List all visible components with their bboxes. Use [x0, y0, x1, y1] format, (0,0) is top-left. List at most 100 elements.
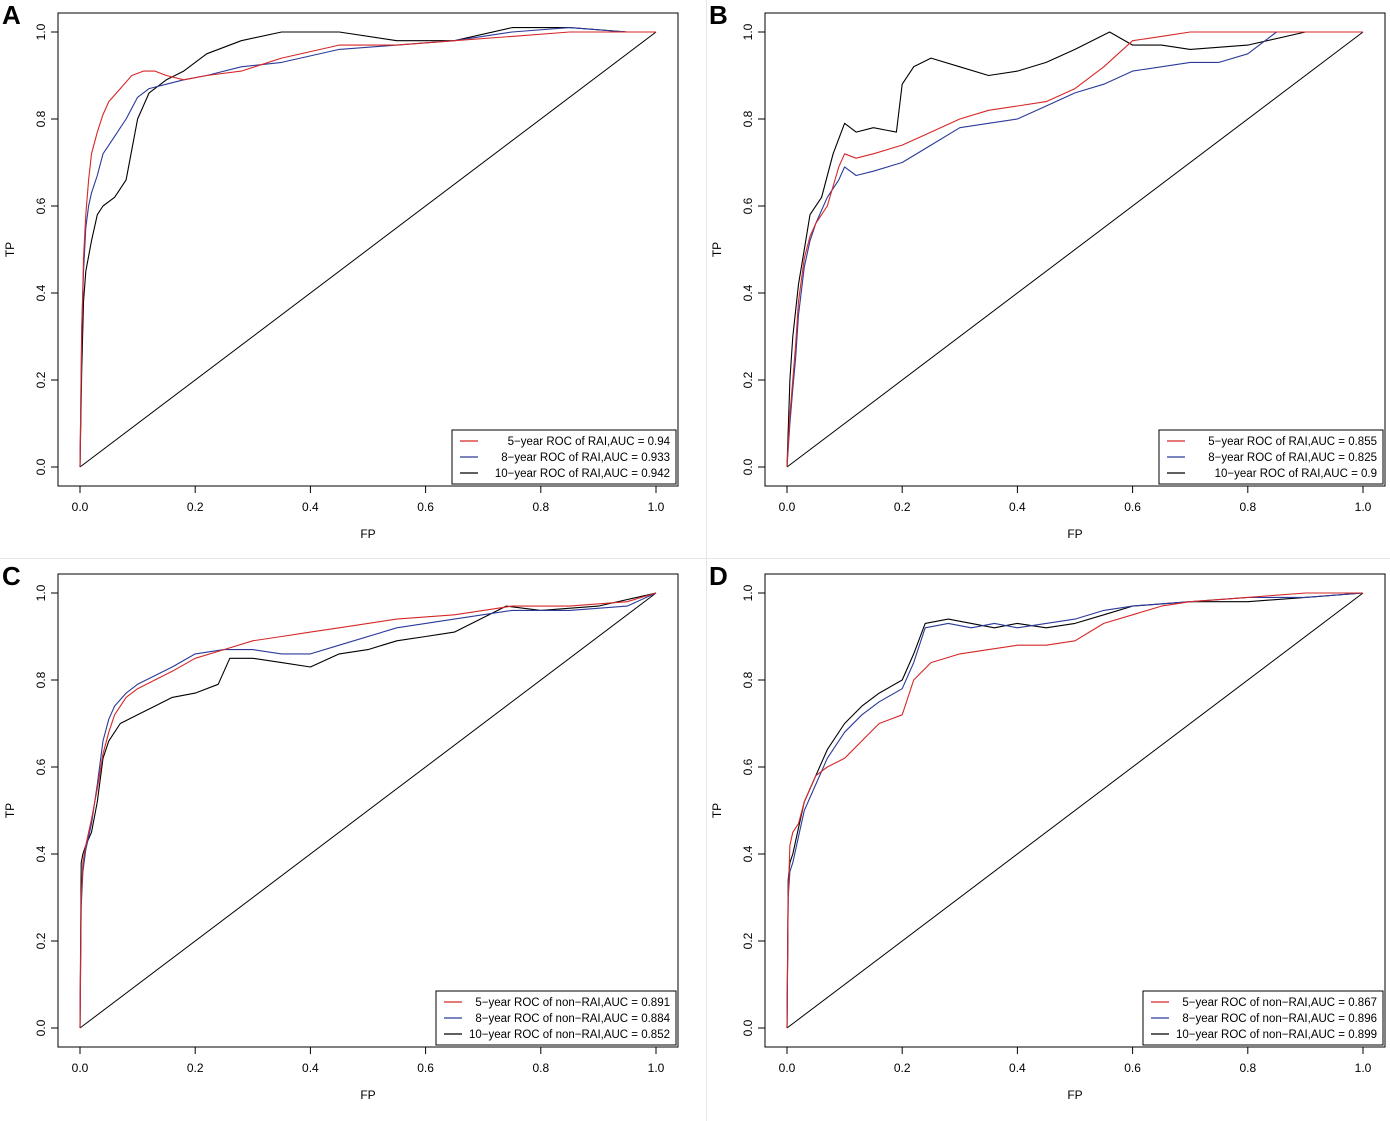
y-tick-label: 0.2: [741, 932, 755, 949]
horizontal-divider: [0, 558, 1390, 559]
y-tick-label: 0.4: [34, 284, 48, 301]
x-tick-label: 0.8: [532, 1061, 549, 1075]
y-axis-label: TP: [3, 242, 17, 257]
panel-letter-b: B: [709, 0, 728, 30]
x-tick-label: 0.0: [72, 500, 89, 514]
x-tick-label: 0.2: [187, 1061, 204, 1075]
panel-a: 0.0 0.2 0.4 0.6 0.8 1.0 0.0 0.2 0.4 0.6 0.8 1.0 FP TP…: [0, 0, 695, 560]
legend-label-10yr: 10−year ROC of non−RAI,AUC = 0.852: [469, 1029, 670, 1041]
x-tick-label: 0.6: [1124, 500, 1141, 514]
diagonal-reference-line: [79, 592, 657, 1029]
y-tick-label: 0.6: [34, 197, 48, 214]
x-tick-label: 0.4: [302, 1061, 319, 1075]
y-tick-label: 0.4: [741, 284, 755, 301]
diagonal-reference-line: [786, 31, 1364, 468]
y-tick-label: 1.0: [741, 584, 755, 601]
legend-label-8yr: 8−year ROC of non−RAI,AUC = 0.896: [1182, 1013, 1377, 1025]
x-tick-label: 0.4: [302, 500, 319, 514]
x-tick-label: 0.6: [417, 1061, 434, 1075]
legend-label-5yr: 5−year ROC of RAI,AUC = 0.855: [1208, 436, 1377, 448]
roc-line-8yr: [786, 592, 1364, 1029]
roc-line-5yr: [79, 31, 656, 468]
x-tick-label: 0.8: [532, 500, 549, 514]
legend-label-8yr: 8−year ROC of RAI,AUC = 0.933: [501, 452, 670, 464]
y-tick-label: 1.0: [34, 23, 48, 40]
x-tick-label: 0.4: [1009, 1061, 1026, 1075]
x-tick-label: 0.4: [1009, 500, 1026, 514]
legend-box: [451, 429, 677, 485]
panel-c: 0.0 0.2 0.4 0.6 0.8 1.0 0.0 0.2 0.4 0.6 0.8 1.0 FP TP…: [0, 561, 695, 1121]
roc-line-8yr: [79, 592, 657, 1029]
x-tick-label: 0.0: [779, 1061, 796, 1075]
y-axis-label: TP: [3, 803, 17, 818]
panel-letter-d: D: [709, 561, 728, 591]
plot-frame: [764, 12, 1386, 487]
roc-chart-c: 0.0 0.2 0.4 0.6 0.8 1.0 0.0 0.2 0.4 0.6 0.8 1.0 FP TP…: [3, 573, 679, 1102]
vertical-divider: [706, 0, 707, 1121]
roc-line-5yr: [786, 31, 1363, 468]
y-tick-label: 0.4: [34, 845, 48, 862]
roc-chart-d: 0.0 0.2 0.4 0.6 0.8 1.0 0.0 0.2 0.4 0.6 0.8 1.0 FP TP…: [710, 573, 1386, 1102]
y-tick-label: 0.8: [34, 671, 48, 688]
legend-label-8yr: 8−year ROC of RAI,AUC = 0.825: [1208, 452, 1377, 464]
legend-label-10yr: 10−year ROC of non−RAI,AUC = 0.899: [1176, 1029, 1377, 1041]
plot-frame: [57, 573, 679, 1048]
y-tick-label: 0.6: [34, 758, 48, 775]
x-tick-label: 0.8: [1239, 500, 1256, 514]
x-tick-label: 0.0: [779, 500, 796, 514]
legend-label-10yr: 10−year ROC of RAI,AUC = 0.942: [495, 468, 670, 480]
legend-box: [1158, 429, 1384, 485]
roc-chart-a: 0.0 0.2 0.4 0.6 0.8 1.0 0.0 0.2 0.4 0.6 0.8 1.0 FP TP…: [3, 12, 679, 541]
roc-line-5yr: [786, 592, 1363, 1029]
y-tick-label: 0.0: [741, 458, 755, 475]
y-tick-label: 0.6: [741, 758, 755, 775]
y-tick-label: 0.6: [741, 197, 755, 214]
panel-b: 0.0 0.2 0.4 0.6 0.8 1.0 0.0 0.2 0.4 0.6 0.8 1.0 FP TP…: [707, 0, 1390, 560]
legend-label-5yr: 5−year ROC of non−RAI,AUC = 0.867: [1182, 997, 1377, 1009]
x-tick-label: 0.2: [187, 500, 204, 514]
y-tick-label: 0.4: [741, 845, 755, 862]
roc-line-8yr: [79, 27, 656, 468]
panel-letter-a: A: [2, 0, 21, 30]
x-tick-label: 0.0: [72, 1061, 89, 1075]
y-tick-label: 0.2: [34, 932, 48, 949]
legend-box: [1142, 990, 1384, 1046]
y-tick-label: 0.0: [741, 1019, 755, 1036]
panel-letter-c: C: [2, 561, 21, 591]
y-tick-label: 0.2: [741, 371, 755, 388]
x-axis-label: FP: [360, 1088, 375, 1102]
y-tick-label: 0.8: [34, 110, 48, 127]
x-axis-label: FP: [1067, 1088, 1082, 1102]
roc-chart-b: 0.0 0.2 0.4 0.6 0.8 1.0 0.0 0.2 0.4 0.6 0.8 1.0 FP TP…: [710, 12, 1386, 541]
panel-d: 0.0 0.2 0.4 0.6 0.8 1.0 0.0 0.2 0.4 0.6 0.8 1.0 FP TP…: [707, 561, 1390, 1121]
y-tick-label: 0.0: [34, 1019, 48, 1036]
x-tick-label: 1.0: [648, 500, 665, 514]
y-axis-label: TP: [710, 803, 724, 818]
y-tick-label: 0.2: [34, 371, 48, 388]
x-tick-label: 0.6: [417, 500, 434, 514]
plot-frame: [764, 573, 1386, 1048]
legend-box: [435, 990, 677, 1046]
x-tick-label: 1.0: [1355, 1061, 1372, 1075]
x-tick-label: 0.6: [1124, 1061, 1141, 1075]
x-tick-label: 0.8: [1239, 1061, 1256, 1075]
x-axis-label: FP: [360, 527, 375, 541]
legend-label-10yr: 10−year ROC of RAI,AUC = 0.9: [1215, 468, 1377, 480]
roc-line-10yr: [786, 592, 1364, 1029]
y-tick-label: 0.8: [741, 110, 755, 127]
roc-line-8yr: [786, 31, 1363, 468]
x-axis-label: FP: [1067, 527, 1082, 541]
y-tick-label: 0.8: [741, 671, 755, 688]
legend-label-5yr: 5−year ROC of RAI,AUC = 0.94: [508, 436, 671, 448]
x-tick-label: 0.2: [894, 500, 911, 514]
legend-label-8yr: 8−year ROC of non−RAI,AUC = 0.884: [475, 1013, 670, 1025]
x-tick-label: 0.2: [894, 1061, 911, 1075]
x-tick-label: 1.0: [1355, 500, 1372, 514]
roc-line-10yr: [786, 31, 1363, 468]
legend-label-5yr: 5−year ROC of non−RAI,AUC = 0.891: [475, 997, 670, 1009]
roc-line-10yr: [79, 27, 656, 468]
x-tick-label: 1.0: [648, 1061, 665, 1075]
roc-line-10yr: [79, 592, 657, 1029]
diagonal-reference-line: [79, 31, 657, 468]
y-tick-label: 1.0: [741, 23, 755, 40]
